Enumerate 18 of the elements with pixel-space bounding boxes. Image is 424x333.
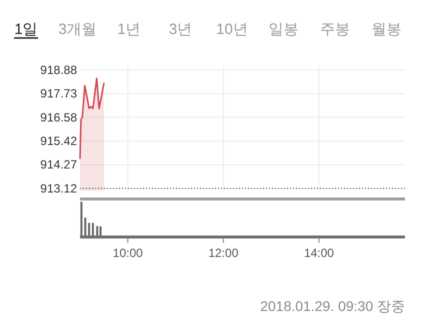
y-tick-label: 915.42 xyxy=(40,134,78,148)
text: 1년 xyxy=(117,21,141,38)
y-tick-label: 913.12 xyxy=(40,181,78,196)
x-tick-label: 12:00 xyxy=(208,246,239,260)
text: 3년 xyxy=(168,21,192,38)
y-tick-label: 917.73 xyxy=(40,86,78,101)
text: 2018.01.29. 09:30 장중 xyxy=(260,298,405,314)
text: 1일 xyxy=(14,21,38,38)
text: 일봉 xyxy=(268,21,298,38)
text: 주봉 xyxy=(320,21,350,38)
y-tick-label: 918.88 xyxy=(40,63,78,78)
x-tick-label: 14:00 xyxy=(304,246,334,260)
text: 3개월 xyxy=(58,21,97,38)
text: 10년 xyxy=(216,21,248,38)
y-tick-label: 914.27 xyxy=(40,158,78,172)
text: 월봉 xyxy=(372,21,402,38)
x-tick-label: 10:00 xyxy=(112,246,144,260)
y-tick-label: 916.58 xyxy=(40,110,78,124)
